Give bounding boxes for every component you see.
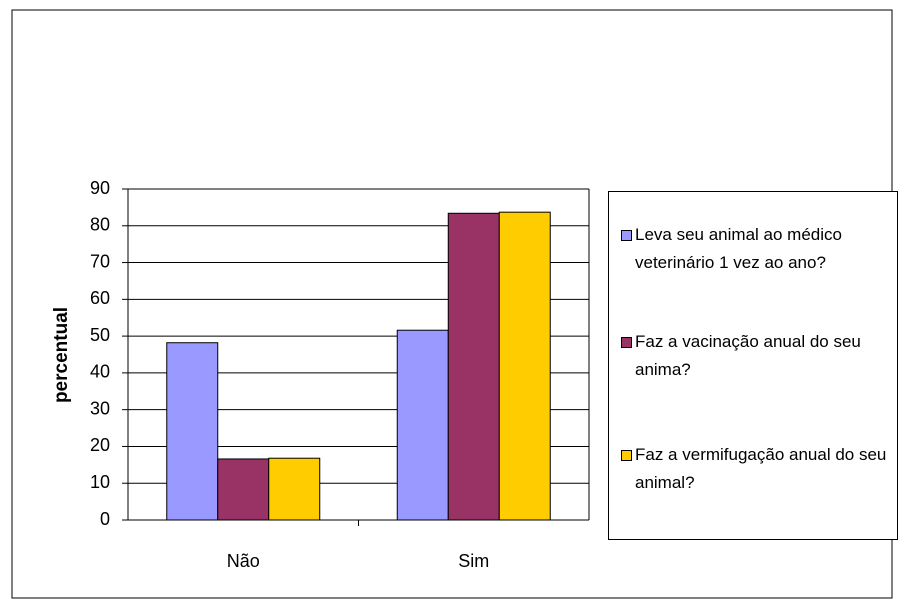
legend-swatch (621, 337, 632, 348)
legend: Leva seu animal ao médico veterinário 1 … (608, 191, 898, 540)
y-tick-label: 0 (100, 509, 110, 529)
y-tick-label: 20 (90, 435, 110, 455)
legend-swatch (621, 450, 632, 461)
bar (166, 342, 219, 521)
y-tick-label: 10 (90, 472, 110, 492)
legend-entry: Faz a vermifugação anual do seu animal? (621, 441, 903, 497)
legend-label: Faz a vacinação anual do seu anima? (635, 332, 861, 379)
y-tick-label: 50 (90, 325, 110, 345)
y-tick-label: 40 (90, 362, 110, 382)
legend-label: Faz a vermifugação anual do seu animal? (635, 445, 887, 492)
bar (498, 211, 551, 521)
legend-entry: Faz a vacinação anual do seu anima? (621, 328, 903, 384)
legend-entry: Leva seu animal ao médico veterinário 1 … (621, 221, 903, 277)
legend-label: Leva seu animal ao médico veterinário 1 … (635, 225, 842, 272)
bar (447, 212, 500, 521)
y-tick-label: 70 (90, 251, 110, 271)
y-axis-label: percentual (51, 307, 72, 403)
x-tick-label: Não (227, 551, 260, 571)
legend-swatch (621, 230, 632, 241)
bar (217, 458, 270, 521)
y-tick-label: 30 (90, 398, 110, 418)
y-tick-label: 60 (90, 288, 110, 308)
x-tick-label: Sim (458, 551, 489, 571)
y-tick-label: 80 (90, 215, 110, 235)
bar (396, 329, 449, 521)
y-tick-label: 90 (90, 178, 110, 198)
bar (268, 457, 321, 521)
